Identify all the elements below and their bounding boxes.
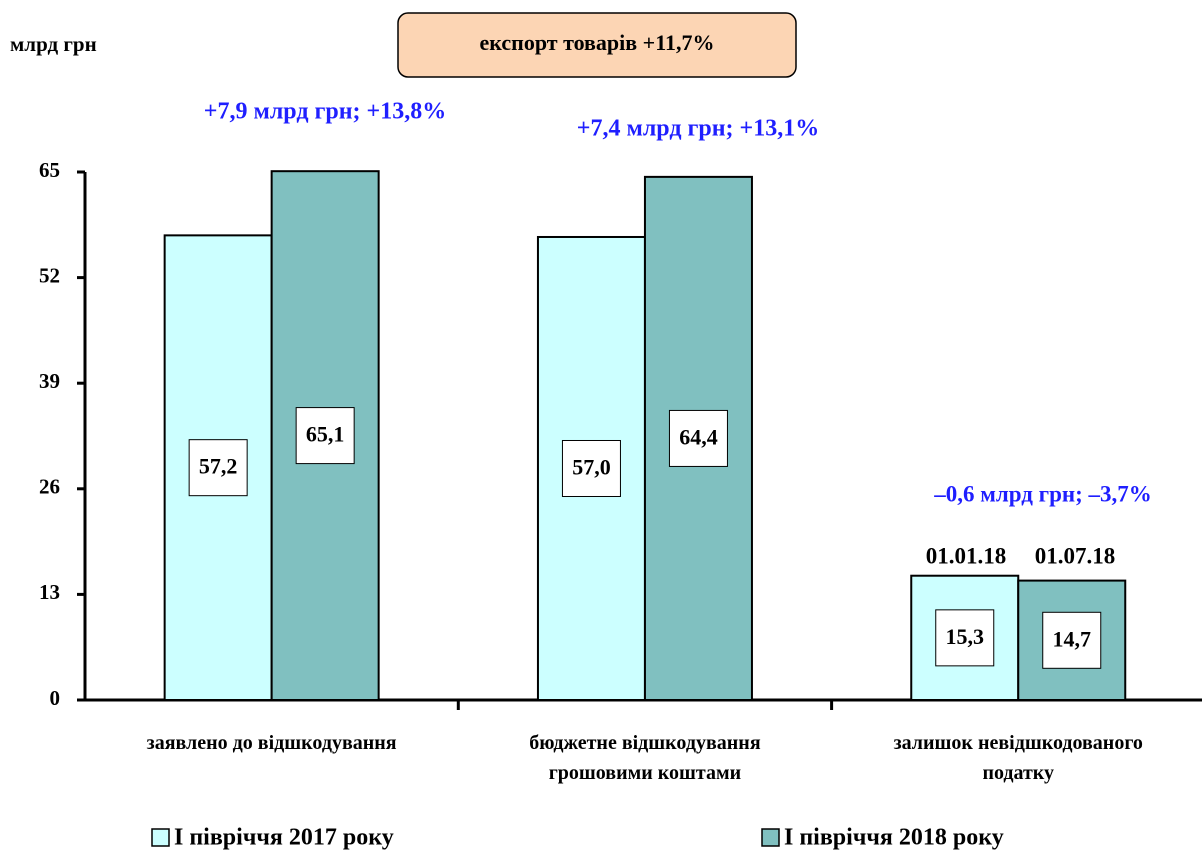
value-label: 15,3 bbox=[946, 624, 985, 649]
y-tick-label: 26 bbox=[39, 475, 60, 499]
value-label-box bbox=[935, 609, 995, 667]
annotation: –0,6 млрд грн; –3,7% bbox=[933, 481, 1152, 506]
value-label-box bbox=[295, 407, 355, 465]
y-tick-label: 0 bbox=[50, 686, 61, 710]
annotation: +7,4 млрд грн; +13,1% bbox=[577, 116, 819, 142]
y-tick-label: 52 bbox=[39, 263, 60, 287]
headline: експорт товарів +11,7% bbox=[480, 30, 715, 55]
legend-swatch bbox=[151, 828, 170, 847]
value-label-box bbox=[188, 439, 248, 497]
y-tick-label: 65 bbox=[39, 158, 60, 182]
x-tick-label: заявлено до відшкодування bbox=[146, 732, 397, 754]
value-label: 65,1 bbox=[306, 422, 345, 447]
legend-swatch bbox=[761, 828, 780, 847]
legend-label: І півріччя 2017 року bbox=[174, 825, 394, 851]
value-label: 57,0 bbox=[572, 455, 611, 480]
annotation: 01.07.18 bbox=[1035, 543, 1116, 568]
annotation: +7,9 млрд грн; +13,8% bbox=[204, 99, 446, 125]
x-tick-label: бюджетне відшкодування грошовими коштами bbox=[529, 732, 761, 784]
value-label: 14,7 bbox=[1053, 626, 1092, 651]
annotation: 01.01.18 bbox=[926, 543, 1007, 568]
legend-label: І півріччя 2018 року bbox=[784, 825, 1004, 851]
y-tick-label: 13 bbox=[39, 580, 60, 604]
y-tick-label: 39 bbox=[39, 369, 60, 393]
value-label: 64,4 bbox=[679, 424, 718, 449]
value-label-box bbox=[668, 409, 728, 467]
y-axis-label: млрд грн bbox=[10, 32, 97, 56]
value-label-box bbox=[1042, 611, 1102, 669]
value-label: 57,2 bbox=[199, 454, 238, 479]
headline-box bbox=[397, 12, 797, 78]
x-tick-label: залишок невідшкодованого податку bbox=[893, 732, 1143, 784]
value-label-box bbox=[561, 439, 621, 497]
